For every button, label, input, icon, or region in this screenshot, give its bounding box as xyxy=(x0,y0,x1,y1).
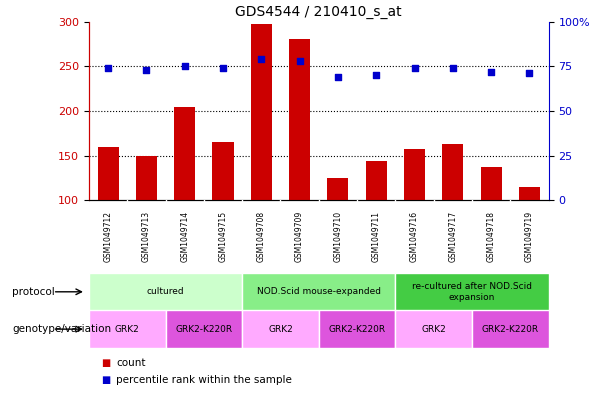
FancyBboxPatch shape xyxy=(395,273,549,310)
Text: GSM1049708: GSM1049708 xyxy=(257,211,266,263)
Text: genotype/variation: genotype/variation xyxy=(12,324,112,334)
Text: GSM1049713: GSM1049713 xyxy=(142,211,151,263)
Bar xyxy=(136,156,157,200)
Text: GSM1049718: GSM1049718 xyxy=(487,211,496,262)
Bar xyxy=(443,144,463,200)
FancyBboxPatch shape xyxy=(242,310,319,348)
Point xyxy=(256,56,266,62)
Text: GSM1049710: GSM1049710 xyxy=(333,211,343,263)
Bar xyxy=(289,39,310,200)
Text: ■: ■ xyxy=(101,358,110,368)
Text: GSM1049715: GSM1049715 xyxy=(218,211,227,263)
Text: GRK2-K220R: GRK2-K220R xyxy=(482,325,539,334)
Bar xyxy=(404,149,425,200)
Point xyxy=(103,65,113,71)
Text: count: count xyxy=(116,358,146,368)
Point xyxy=(142,67,151,73)
Text: protocol: protocol xyxy=(12,287,55,297)
Text: GSM1049711: GSM1049711 xyxy=(371,211,381,262)
FancyBboxPatch shape xyxy=(166,310,242,348)
Bar xyxy=(251,24,272,200)
Title: GDS4544 / 210410_s_at: GDS4544 / 210410_s_at xyxy=(235,5,402,19)
Point xyxy=(180,63,189,70)
Text: cultured: cultured xyxy=(147,287,185,296)
Text: GSM1049717: GSM1049717 xyxy=(448,211,457,263)
Point xyxy=(371,72,381,78)
FancyBboxPatch shape xyxy=(89,273,242,310)
Bar xyxy=(174,107,195,200)
FancyBboxPatch shape xyxy=(319,310,395,348)
Bar xyxy=(366,161,387,200)
Point xyxy=(525,70,535,77)
FancyBboxPatch shape xyxy=(89,310,166,348)
Text: GSM1049719: GSM1049719 xyxy=(525,211,534,263)
Text: GRK2: GRK2 xyxy=(115,325,140,334)
Text: GRK2: GRK2 xyxy=(268,325,293,334)
Point xyxy=(486,68,496,75)
Point xyxy=(333,74,343,80)
Bar xyxy=(481,167,501,200)
Bar xyxy=(519,187,540,200)
Text: GSM1049709: GSM1049709 xyxy=(295,211,304,263)
Point xyxy=(448,65,458,71)
Bar xyxy=(327,178,348,200)
Text: GSM1049714: GSM1049714 xyxy=(180,211,189,263)
Text: GSM1049716: GSM1049716 xyxy=(410,211,419,263)
Text: GRK2-K220R: GRK2-K220R xyxy=(175,325,232,334)
FancyBboxPatch shape xyxy=(242,273,395,310)
Text: ■: ■ xyxy=(101,375,110,385)
Point xyxy=(218,65,228,71)
Text: percentile rank within the sample: percentile rank within the sample xyxy=(116,375,292,385)
Bar xyxy=(97,147,118,200)
Bar xyxy=(213,142,234,200)
FancyBboxPatch shape xyxy=(395,310,472,348)
Point xyxy=(295,58,305,64)
Text: GSM1049712: GSM1049712 xyxy=(104,211,113,262)
Text: GRK2: GRK2 xyxy=(421,325,446,334)
FancyBboxPatch shape xyxy=(472,310,549,348)
Text: GRK2-K220R: GRK2-K220R xyxy=(329,325,386,334)
Text: NOD.Scid mouse-expanded: NOD.Scid mouse-expanded xyxy=(257,287,381,296)
Text: re-cultured after NOD.Scid
expansion: re-cultured after NOD.Scid expansion xyxy=(412,282,532,301)
Point xyxy=(409,65,419,71)
